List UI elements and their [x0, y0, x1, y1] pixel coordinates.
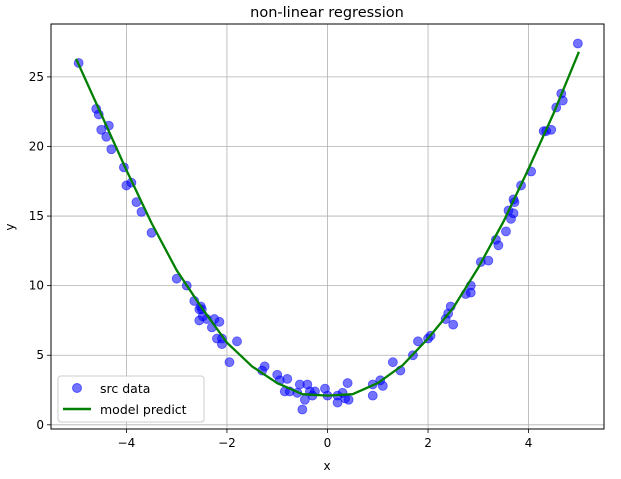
- x-tick-label: 4: [525, 436, 533, 450]
- data-point: [572, 38, 583, 49]
- legend-label-src-data: src data: [100, 381, 150, 396]
- axes: −4 −2 0 2 4 0 5 10 15 20 25: [29, 70, 533, 450]
- y-tick-label: 25: [29, 70, 44, 84]
- data-point: [96, 124, 107, 135]
- chart-title: non-linear regression: [250, 5, 404, 21]
- legend-label-model-predict: model predict: [100, 402, 187, 417]
- x-tick-label: −4: [118, 436, 136, 450]
- data-point: [377, 380, 388, 391]
- data-point: [342, 378, 353, 388]
- data-point: [282, 373, 293, 384]
- y-tick-label: 15: [29, 209, 44, 223]
- data-point: [367, 390, 378, 401]
- data-point: [343, 394, 354, 405]
- y-tick-label: 20: [29, 139, 44, 153]
- model-predict-line: [75, 51, 580, 397]
- data-point: [259, 361, 270, 372]
- data-point: [501, 226, 511, 237]
- data-point: [493, 240, 504, 251]
- legend-box: [57, 375, 205, 423]
- data-point: [217, 339, 227, 350]
- data-point: [214, 316, 225, 327]
- y-tick-label: 5: [36, 348, 44, 362]
- x-tick-label: 0: [324, 436, 332, 450]
- y-tick-label: 0: [36, 418, 44, 432]
- x-tick-label: 2: [424, 436, 432, 450]
- data-point: [483, 255, 494, 266]
- data-point: [297, 404, 308, 415]
- data-point: [232, 336, 242, 347]
- y-axis-label: y: [3, 223, 17, 230]
- y-tick-label: 10: [29, 279, 44, 293]
- data-point: [387, 357, 398, 368]
- x-axis-label: x: [323, 459, 330, 473]
- x-tick-label: −2: [218, 436, 236, 450]
- data-point: [332, 397, 343, 408]
- grid: [51, 24, 604, 429]
- legend-scatter-marker: [72, 383, 82, 393]
- data-point: [508, 208, 519, 219]
- data-point: [224, 357, 235, 368]
- legend: src data model predict: [57, 375, 205, 423]
- plot-marks: [73, 38, 583, 415]
- data-point: [413, 336, 423, 347]
- data-point: [448, 319, 459, 330]
